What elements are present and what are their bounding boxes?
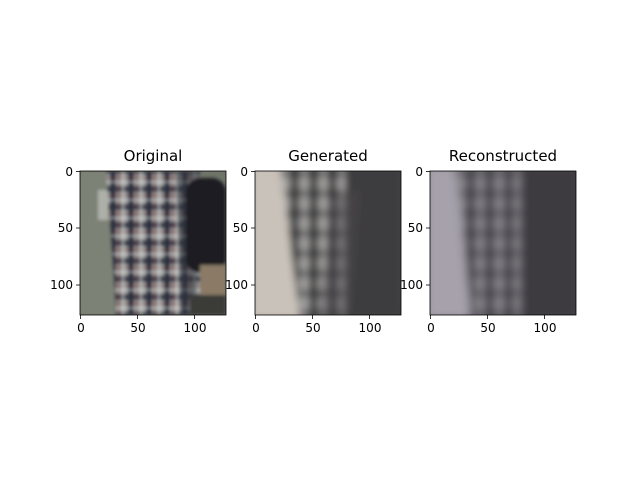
y-axis: 0 50 100 xyxy=(400,165,430,292)
image-reconstructed xyxy=(430,171,576,315)
y-tick-label: 50 xyxy=(233,221,248,235)
x-tick-label: 50 xyxy=(130,321,145,335)
y-tick-label: 50 xyxy=(408,221,423,235)
x-tick-label: 0 xyxy=(77,321,85,335)
axes-frame xyxy=(429,170,577,316)
x-tick-label: 50 xyxy=(480,321,495,335)
chart-title: Original xyxy=(124,147,183,165)
x-tick-label: 100 xyxy=(534,321,557,335)
y-axis: 0 50 100 xyxy=(50,165,80,292)
x-tick-label: 100 xyxy=(359,321,382,335)
subplot-original: Original 0 50 100 0 xyxy=(50,147,227,335)
x-axis: 0 50 100 xyxy=(77,315,206,335)
x-axis: 0 50 100 xyxy=(252,315,381,335)
subplot-generated: Generated 0 50 100 0 50 100 xyxy=(225,147,402,335)
y-tick-label: 0 xyxy=(240,165,248,179)
x-tick-label: 0 xyxy=(427,321,435,335)
chart-title: Generated xyxy=(288,147,368,165)
chart-title: Reconstructed xyxy=(449,147,557,165)
x-axis: 0 50 100 xyxy=(427,315,556,335)
y-tick-label: 0 xyxy=(415,165,423,179)
x-tick-label: 100 xyxy=(184,321,207,335)
image-original xyxy=(80,171,226,315)
y-tick-label: 100 xyxy=(225,278,248,292)
y-tick-label: 100 xyxy=(400,278,423,292)
axes-frame xyxy=(79,170,227,316)
y-tick-label: 0 xyxy=(65,165,73,179)
y-tick-label: 50 xyxy=(58,221,73,235)
y-tick-label: 100 xyxy=(50,278,73,292)
image-generated xyxy=(255,171,401,315)
x-tick-label: 0 xyxy=(252,321,260,335)
y-axis: 0 50 100 xyxy=(225,165,255,292)
axes-frame xyxy=(254,170,402,316)
subplot-reconstructed: Reconstructed 0 50 100 0 50 100 xyxy=(400,147,577,335)
x-tick-label: 50 xyxy=(305,321,320,335)
